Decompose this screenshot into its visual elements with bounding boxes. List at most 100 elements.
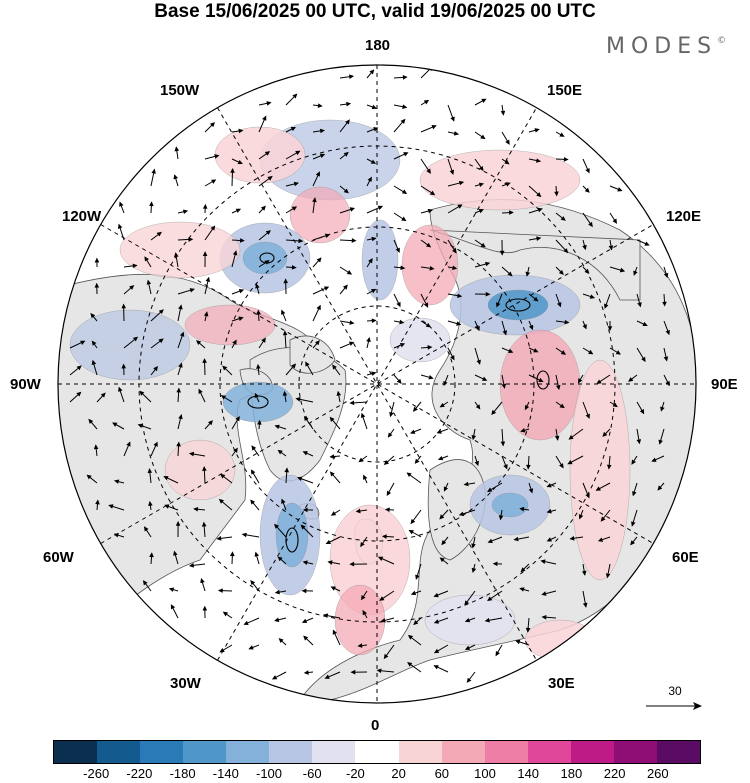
- wind-vector-head: [363, 474, 368, 480]
- colorbar-tick-label: 180: [560, 766, 583, 781]
- wind-vector-head: [91, 340, 97, 346]
- wind-vector-head: [546, 483, 552, 488]
- wind-vector-head: [163, 476, 169, 481]
- wind-vector-head: [282, 390, 288, 396]
- wind-vector-head: [137, 423, 143, 429]
- wind-vector-head: [148, 500, 153, 507]
- wind-vector-head: [302, 451, 308, 456]
- wind-vector-head: [305, 361, 310, 367]
- wind-vector-head: [564, 319, 570, 325]
- wind-vector-head: [349, 207, 355, 212]
- wind-vector-head: [505, 139, 510, 145]
- reference-vector-arrow: [646, 702, 702, 710]
- wind-vector-head: [426, 242, 432, 248]
- wind-vector-head: [233, 447, 238, 453]
- wind-vector-head: [428, 374, 434, 380]
- wind-vector-head: [433, 648, 440, 654]
- wind-vector-head: [476, 359, 481, 365]
- wind-vector-head: [205, 276, 211, 282]
- colorbar-tick-label: 140: [517, 766, 540, 781]
- wind-vector-head: [535, 158, 542, 163]
- wind-vector-head: [175, 520, 181, 526]
- lon-label-180: 180: [365, 37, 391, 54]
- wind-vector-head: [360, 541, 365, 548]
- lon-label-90e: 90E: [711, 376, 738, 393]
- wind-vector-head: [437, 455, 444, 461]
- wind-vector-head: [211, 179, 217, 184]
- wind-vector-head: [556, 302, 562, 308]
- wind-vector-head: [319, 153, 326, 159]
- wind-vector-head: [464, 617, 471, 623]
- wind-vector-head: [178, 362, 183, 368]
- wind-vector-head: [168, 587, 175, 592]
- wind-vector-head: [271, 675, 278, 680]
- wind-vector-head: [243, 620, 249, 626]
- anomaly-blob: [69, 309, 191, 381]
- wind-vector-head: [568, 434, 574, 440]
- wind-vector-head: [513, 536, 519, 542]
- wind-vector-head: [495, 650, 500, 657]
- wind-vector-head: [431, 125, 437, 130]
- wind-vector-head: [410, 590, 417, 596]
- wind-vector-head: [402, 75, 408, 80]
- wind-vector-head: [343, 151, 349, 157]
- wind-vector-head: [502, 330, 508, 336]
- wind-vector-head: [126, 441, 131, 447]
- wind-vector-head: [202, 203, 208, 209]
- wind-vector-head: [158, 338, 164, 344]
- wind-vector-head: [218, 498, 225, 504]
- wind-vector-head: [423, 99, 430, 105]
- wind-vector-head: [485, 291, 491, 297]
- wind-vector-head: [504, 159, 510, 165]
- wind-vector-head: [389, 412, 394, 418]
- wind-vector-head: [174, 146, 180, 152]
- wind-vector-head: [377, 205, 384, 211]
- lon-label-90w: 90W: [10, 376, 41, 393]
- wind-vector-head: [501, 383, 507, 389]
- wind-vector-head: [533, 296, 539, 302]
- wind-vector-head: [238, 128, 244, 134]
- colorbar-swatch: [140, 741, 184, 763]
- wind-vector-head: [139, 390, 145, 396]
- anomaly-blob: [569, 359, 631, 581]
- wind-vector-head: [238, 289, 245, 294]
- wind-vector-head: [330, 586, 336, 591]
- wind-vector-head: [117, 223, 123, 229]
- contour-line: [285, 527, 299, 553]
- wind-vector-head: [450, 355, 455, 361]
- wind-vector-head: [546, 537, 552, 542]
- wind-vector-head: [567, 459, 573, 465]
- wind-vector-head: [429, 265, 435, 271]
- wind-vector-head: [569, 536, 575, 541]
- wind-vector-head: [283, 278, 289, 284]
- map-boundary: [57, 64, 697, 704]
- lon-label-30e: 30E: [548, 675, 575, 692]
- wind-vector-head: [188, 451, 195, 457]
- lon-label-60e: 60E: [672, 549, 699, 566]
- wind-vector-head: [312, 197, 317, 203]
- wind-vector-head: [330, 511, 337, 516]
- anomaly-blob: [499, 329, 581, 441]
- wind-vector-head: [367, 176, 372, 182]
- wind-vector-head: [368, 258, 373, 264]
- wind-vector-head: [143, 526, 149, 532]
- wind-vector-head: [500, 110, 506, 116]
- wind-vector-head: [298, 238, 304, 244]
- wind-vector-head: [443, 486, 449, 492]
- wind-vector-head: [507, 271, 513, 277]
- wind-vector-head: [173, 174, 179, 180]
- wind-vector-head: [142, 580, 148, 586]
- chart-title: Base 15/06/2025 00 UTC, valid 19/06/2025…: [154, 1, 596, 22]
- wind-vector-head: [441, 540, 447, 546]
- wind-vector-head: [386, 490, 392, 497]
- colorbar-tick-label: -180: [169, 766, 196, 781]
- wind-vector-field: [69, 65, 670, 683]
- colorbar-tick-label: -100: [255, 766, 283, 781]
- anomaly-blob: [222, 381, 294, 423]
- lon-label-150w: 150W: [160, 82, 200, 99]
- wind-vector-head: [323, 286, 330, 291]
- wind-vector-head: [588, 221, 593, 228]
- wind-vector-head: [274, 523, 280, 529]
- wind-vector-head: [362, 609, 367, 616]
- wind-vector-head: [149, 552, 154, 558]
